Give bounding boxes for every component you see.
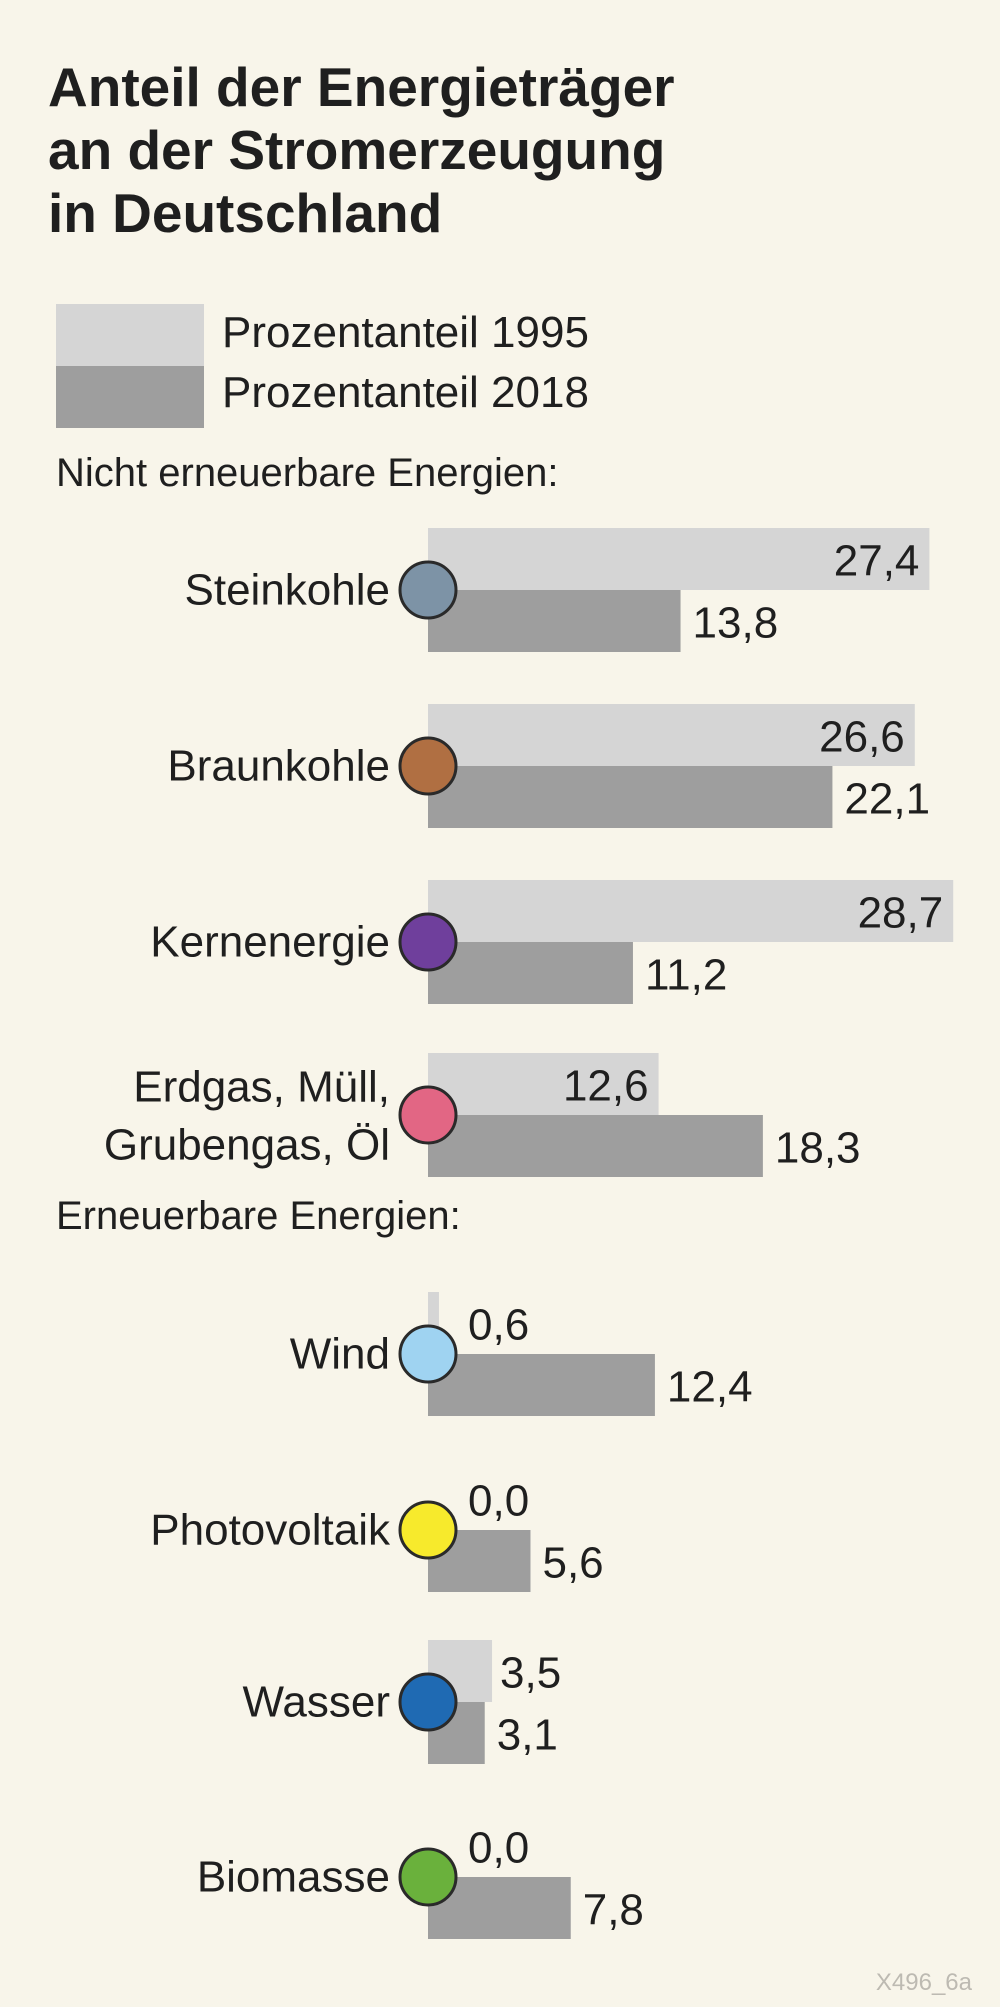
bar-2018-steinkohle [428,590,681,652]
category-marker-wasser [398,1672,458,1732]
category-label-photovoltaik: Photovoltaik [150,1506,391,1555]
value-label-2018-biomasse: 7,8 [583,1886,644,1935]
value-label-2018-wind: 12,4 [667,1363,753,1412]
category-label-erdgas-müll-grubengas-öl-line-2: Grubengas, Öl [104,1121,390,1170]
category-label-biomasse: Biomasse [197,1853,390,1902]
category-marker-erdgas-müll-grubengas-öl [398,1085,458,1145]
value-label-2018-photovoltaik: 5,6 [542,1539,603,1588]
legend-label-2018: Prozentanteil 2018 [222,368,589,417]
value-label-1995-kernenergie: 28,7 [858,889,944,938]
bar-2018-braunkohle [428,766,833,828]
category-marker-biomasse [398,1847,458,1907]
category-marker-kernenergie [398,912,458,972]
section-label-non-renewable: Nicht erneuerbare Energien: [56,451,559,495]
bar-1995-wind [428,1292,439,1354]
category-marker-wind [398,1324,458,1384]
value-label-1995-biomasse: 0,0 [468,1824,529,1873]
value-label-2018-steinkohle: 13,8 [693,599,779,648]
category-label-kernenergie: Kernenergie [150,918,390,967]
value-label-2018-kernenergie: 11,2 [645,951,727,1000]
legend-swatch-2018 [56,366,204,428]
footer-code: X496_6a [875,1969,972,1996]
value-label-2018-erdgas-müll-grubengas-öl: 18,3 [775,1124,861,1173]
bar-2018-erdgas-müll-grubengas-öl [428,1115,763,1177]
value-label-1995-wind: 0,6 [468,1301,529,1350]
category-marker-photovoltaik [398,1500,458,1560]
category-marker-braunkohle [398,736,458,796]
bar-2018-kernenergie [428,942,633,1004]
category-marker-steinkohle [398,560,458,620]
bar-1995-kernenergie [428,880,954,942]
legend-label-1995: Prozentanteil 1995 [222,308,589,357]
chart-title-line-2: an der Stromerzeugung [48,119,666,181]
category-label-braunkohle: Braunkohle [167,742,390,791]
value-label-1995-braunkohle: 26,6 [819,713,905,762]
section-label-renewable: Erneuerbare Energien: [56,1194,461,1238]
chart-title-line-3: in Deutschland [48,182,443,244]
value-label-1995-steinkohle: 27,4 [834,537,920,586]
value-label-1995-photovoltaik: 0,0 [468,1477,529,1526]
legend-swatch-1995 [56,304,204,366]
bar-2018-wind [428,1354,655,1416]
chart-title-line-1: Anteil der Energieträger [48,56,675,118]
bar-1995-steinkohle [428,528,930,590]
category-label-steinkohle: Steinkohle [185,566,390,615]
value-label-1995-erdgas-müll-grubengas-öl: 12,6 [563,1062,649,1111]
category-label-wind: Wind [290,1330,390,1379]
bar-1995-erdgas-müll-grubengas-öl [428,1053,659,1115]
value-label-2018-wasser: 3,1 [497,1711,558,1760]
category-label-wasser: Wasser [243,1678,391,1727]
value-label-1995-wasser: 3,5 [500,1649,561,1698]
bar-1995-braunkohle [428,704,915,766]
value-label-2018-braunkohle: 22,1 [844,775,930,824]
category-label-erdgas-müll-grubengas-öl-line-1: Erdgas, Müll, [133,1063,390,1112]
chart-title: Anteil der Energieträger an der Stromerz… [48,56,948,245]
